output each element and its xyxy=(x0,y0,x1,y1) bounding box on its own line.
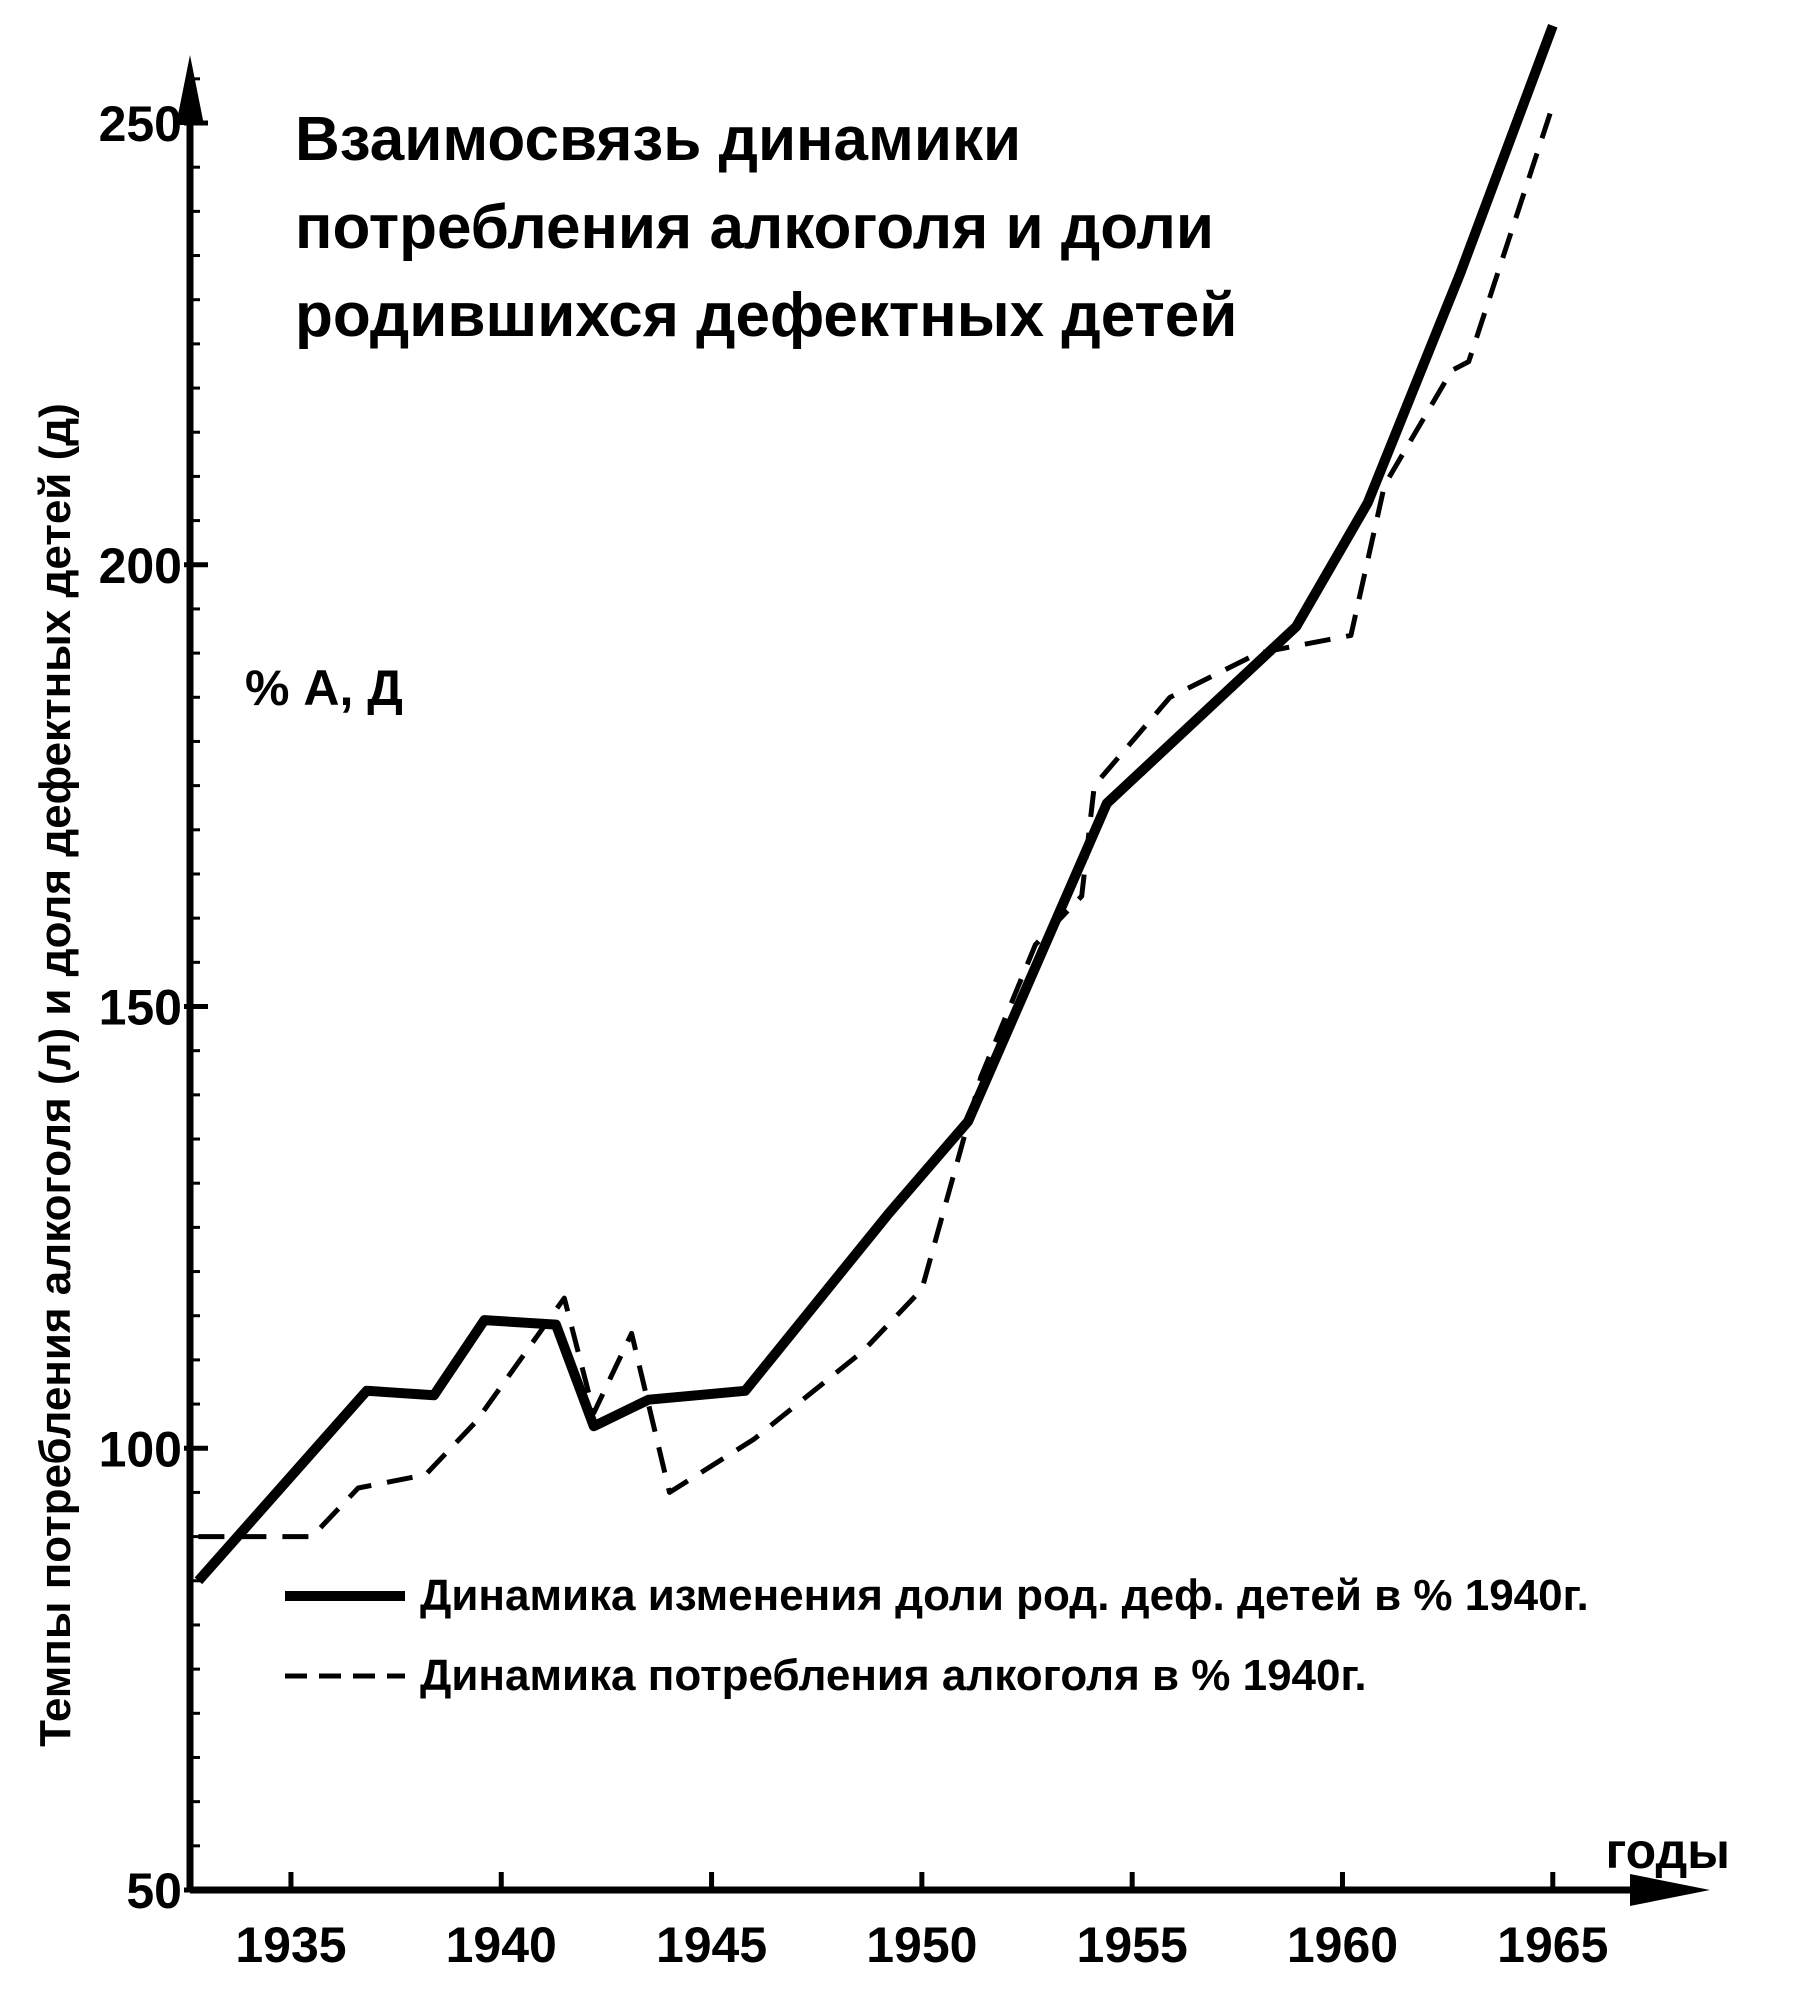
chart-title: Взаимосвязь динамики потребления алкоголя… xyxy=(295,105,1237,350)
series-line-defects xyxy=(194,24,1558,1585)
x-tick-label: 1960 xyxy=(1287,1917,1398,1973)
y-tick-label: 150 xyxy=(99,980,182,1036)
series-line-alcohol xyxy=(198,104,1556,1540)
x-axis-label: годы xyxy=(1606,1823,1731,1879)
y-axis-ticks: 50 100 150 200 250 xyxy=(99,96,208,1919)
y-unit-label: % А, Д xyxy=(245,660,403,716)
y-tick-label: 50 xyxy=(126,1863,182,1919)
title-line: потребления алкоголя и доли xyxy=(295,193,1214,262)
y-tick-label: 250 xyxy=(99,96,182,152)
y-tick-label: 200 xyxy=(99,538,182,594)
x-tick-label: 1935 xyxy=(235,1917,346,1973)
title-line: родившихся дефектных детей xyxy=(295,281,1237,350)
x-tick-label: 1945 xyxy=(656,1917,767,1973)
x-tick-label: 1955 xyxy=(1077,1917,1188,1973)
y-axis-label: Темпы потребления алкоголя (л) и доля де… xyxy=(31,403,80,1747)
legend-label: Динамика изменения доли род. деф. детей … xyxy=(420,1571,1589,1620)
y-tick-label: 100 xyxy=(99,1421,182,1477)
series-lines xyxy=(194,24,1558,1585)
x-tick-label: 1950 xyxy=(866,1917,977,1973)
legend: Динамика изменения доли род. деф. детей … xyxy=(285,1571,1589,1700)
x-tick-label: 1940 xyxy=(446,1917,557,1973)
x-axis-ticks: 1935 1940 1945 1950 1955 1960 1965 xyxy=(235,1872,1608,1973)
x-tick-label: 1965 xyxy=(1497,1917,1608,1973)
x-axis-arrow xyxy=(1630,1874,1710,1906)
title-line: Взаимосвязь динамики xyxy=(295,105,1021,174)
legend-label: Динамика потребления алкоголя в % 1940г. xyxy=(420,1651,1367,1700)
chart-axes xyxy=(176,55,1710,1906)
y-axis-arrow xyxy=(176,55,204,125)
